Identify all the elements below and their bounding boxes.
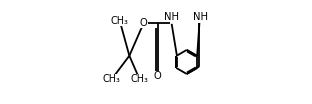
Text: NH: NH	[163, 12, 179, 22]
Text: NH: NH	[193, 12, 208, 22]
Text: O: O	[140, 18, 148, 28]
Text: CH₃: CH₃	[131, 74, 149, 84]
Text: CH₃: CH₃	[103, 74, 120, 84]
Text: O: O	[154, 71, 161, 81]
Text: CH₃: CH₃	[111, 16, 129, 26]
